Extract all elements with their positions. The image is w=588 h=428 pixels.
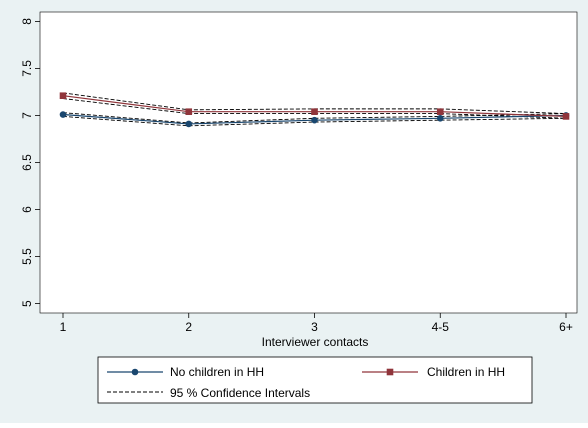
series-1-ci-lower-line — [62, 115, 567, 127]
series-1-point — [59, 111, 67, 118]
x-tick-label: 2 — [185, 320, 192, 334]
y-tick-label: 7.5 — [20, 60, 34, 77]
legend-marker-series-1 — [131, 368, 139, 376]
y-tick-label: 5 — [20, 300, 34, 307]
axes: 5 5.5 6 6.5 7 7.5 8 1 2 3 4-5 6+ — [20, 18, 573, 334]
y-tick-label: 8 — [20, 18, 34, 25]
plot-area — [39, 11, 578, 314]
legend-label-series-1: No children in HH — [170, 365, 264, 379]
series-2-point — [185, 108, 193, 116]
x-axis-label: Interviewer contacts — [262, 335, 369, 349]
series-2-point — [59, 92, 67, 100]
x-tick-label: 3 — [311, 320, 318, 334]
series-2-point — [436, 108, 444, 116]
legend-marker-series-2 — [386, 368, 394, 376]
x-tick-label: 6+ — [559, 320, 573, 334]
x-tick-label: 4-5 — [432, 320, 450, 334]
legend: No children in HH Children in HH 95 % Co… — [97, 356, 533, 404]
series-layer — [59, 92, 570, 128]
series-2-point — [562, 113, 570, 120]
series-1-point — [436, 114, 444, 122]
legend-label-series-2: Children in HH — [427, 365, 505, 379]
series-2-point — [311, 108, 318, 116]
series-1-point — [311, 116, 318, 124]
y-tick-label: 6.5 — [20, 154, 34, 171]
series-1-point — [185, 120, 193, 128]
legend-box — [97, 356, 533, 404]
y-tick-label: 7 — [20, 112, 34, 119]
x-tick-label: 1 — [60, 320, 67, 334]
y-tick-label: 6 — [20, 206, 34, 213]
legend-label-ci: 95 % Confidence Intervals — [170, 386, 310, 400]
y-tick-label: 5.5 — [20, 248, 34, 265]
